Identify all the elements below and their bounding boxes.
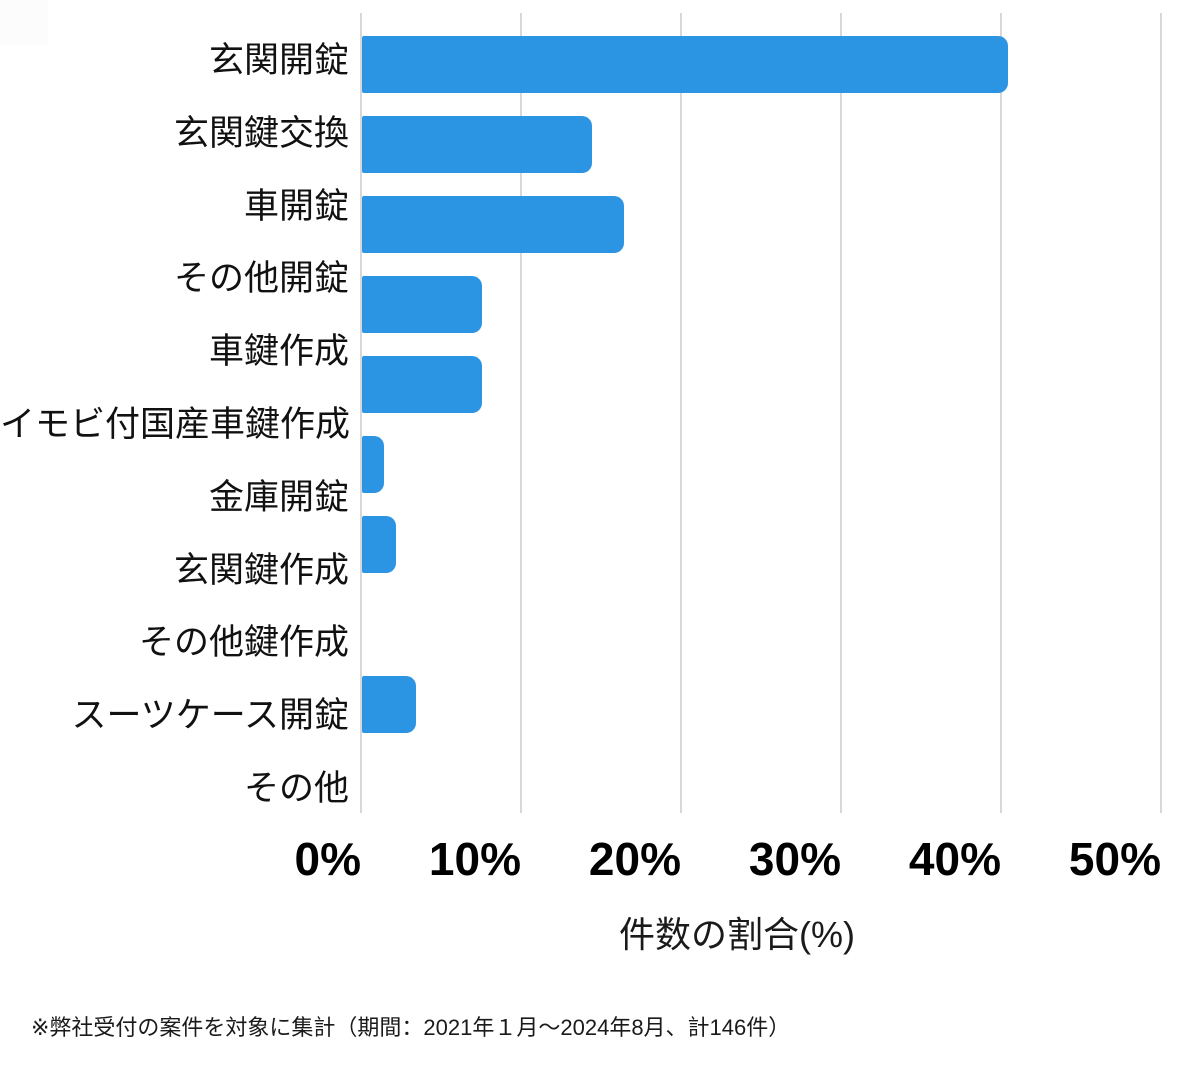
bar bbox=[362, 516, 396, 573]
gridline bbox=[840, 13, 842, 813]
category-label: 金庫開錠 bbox=[208, 478, 349, 517]
chart-footnote: ※弊社受付の案件を対象に集計（期間：2021年１月～2024年8月、計146件） bbox=[31, 1015, 791, 1040]
category-label: スーツケース開錠 bbox=[71, 696, 349, 735]
bar bbox=[362, 116, 592, 173]
gridline bbox=[520, 13, 522, 813]
bar bbox=[362, 436, 384, 493]
category-label: 玄関鍵交換 bbox=[173, 114, 349, 153]
bar bbox=[362, 356, 482, 413]
gridline bbox=[360, 13, 362, 813]
bar bbox=[362, 196, 624, 253]
category-label: 車鍵作成 bbox=[208, 332, 349, 371]
corner-artifact bbox=[0, 0, 48, 46]
bar bbox=[362, 276, 482, 333]
category-label: その他 bbox=[243, 769, 349, 808]
x-tick-label: 20% bbox=[588, 833, 681, 885]
category-label: その他鍵作成 bbox=[138, 623, 349, 662]
bar bbox=[362, 36, 1008, 93]
gridline bbox=[1160, 13, 1162, 813]
gridline bbox=[680, 13, 682, 813]
category-label: 車開錠 bbox=[243, 187, 349, 226]
gridline bbox=[1000, 13, 1002, 813]
x-tick-label: 10% bbox=[428, 833, 521, 885]
x-tick-label: 30% bbox=[748, 833, 841, 885]
category-label: その他開錠 bbox=[173, 259, 349, 298]
category-label: イモビ付国産車鍵作成 bbox=[0, 405, 351, 444]
x-axis-title: 件数の割合(%) bbox=[619, 914, 855, 955]
x-tick-label: 0% bbox=[294, 833, 361, 885]
category-label: 玄関開錠 bbox=[208, 41, 349, 80]
category-label: 玄関鍵作成 bbox=[173, 551, 349, 590]
x-tick-label: 50% bbox=[1068, 833, 1161, 885]
bar bbox=[362, 676, 416, 733]
x-tick-label: 40% bbox=[908, 833, 1001, 885]
